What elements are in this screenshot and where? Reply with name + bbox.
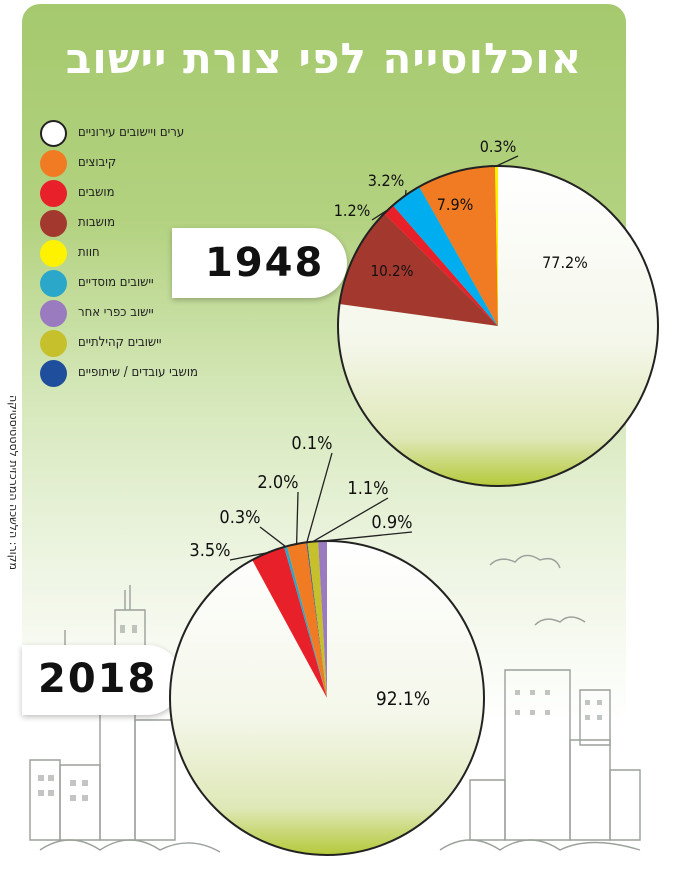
legend-label: חוות — [78, 245, 100, 260]
pie-data-label: 1.1% — [347, 478, 388, 499]
leader-line — [496, 155, 519, 167]
source-note: מקור: הלשכה המרכזית לסטטיסטיקה — [6, 395, 20, 725]
leader-line — [322, 531, 413, 542]
pie-slice — [284, 546, 327, 698]
legend-swatch — [40, 300, 67, 327]
pie-slice — [384, 205, 498, 326]
legend-label: יישובים קהילתיים — [78, 335, 162, 350]
legend-swatch — [40, 330, 67, 357]
pie-data-label: 77.2% — [542, 253, 588, 272]
year-label-1948: 1948 — [205, 240, 325, 286]
source-text: מקור: הלשכה המרכזית לסטטיסטיקה — [7, 395, 20, 570]
legend-swatch — [40, 270, 67, 297]
pie-slice — [494, 166, 498, 326]
pie-slice — [307, 541, 327, 698]
leader-line — [312, 497, 389, 543]
leader-line — [371, 208, 389, 221]
pie-data-label: 1.2% — [334, 201, 371, 220]
legend-item: מושבים — [40, 178, 270, 208]
pie-data-label: 0.1% — [291, 433, 332, 454]
pie-data-label: 7.9% — [437, 195, 474, 214]
pie-slice — [318, 541, 327, 698]
pie-slice — [338, 166, 659, 486]
year-badge-1948 — [172, 228, 347, 298]
year-badge-2018 — [22, 645, 182, 715]
pie-slice — [306, 542, 327, 698]
chart-title: אוכלוסייה לפי צורת יישוב — [65, 34, 583, 83]
leader-line — [259, 526, 286, 548]
pie-data-label: 0.3% — [219, 507, 260, 528]
pie-data-label: 0.3% — [480, 137, 517, 156]
legend-label: מושבים — [78, 185, 115, 200]
legend-item: ערים ויישובים עירוניים — [40, 118, 270, 148]
legend-label: יישוב כפרי אחר — [78, 305, 154, 320]
leader-line — [229, 551, 268, 561]
pie-slice — [419, 166, 498, 326]
pie-slice — [287, 542, 327, 698]
pie-slice — [392, 186, 498, 326]
legend-item: מושבות — [40, 208, 270, 238]
legend: ערים ויישובים עירוניים קיבוצים מושבים מושבו… — [40, 118, 270, 388]
pie-data-label: 10.2% — [371, 262, 414, 280]
legend-item: יישובים מוסדיים — [40, 268, 270, 298]
legend-label: קיבוצים — [78, 155, 117, 170]
year-label-2018: 2018 — [38, 656, 158, 702]
leader-line — [295, 491, 299, 544]
legend-item: קיבוצים — [40, 148, 270, 178]
pie-data-label: 3.2% — [368, 171, 405, 190]
legend-label: מושבות — [78, 215, 116, 230]
legend-item: יישובים קהילתיים — [40, 328, 270, 358]
legend-item: יישוב כפרי אחר — [40, 298, 270, 328]
legend-label: ערים ויישובים עירוניים — [78, 125, 185, 140]
legend-swatch — [40, 150, 67, 177]
pie-slice — [339, 213, 498, 326]
legend-label: מושבי עובדים / שיתופיים — [78, 365, 198, 380]
legend-swatch — [40, 240, 67, 267]
legend-label: יישובים מוסדיים — [78, 275, 154, 290]
legend-item: חוות — [40, 238, 270, 268]
pie-data-label: 3.5% — [189, 540, 230, 561]
pie-data-label: 0.9% — [371, 512, 412, 533]
legend-item: מושבי עובדים / שיתופיים — [40, 358, 270, 388]
legend-swatch — [40, 120, 67, 147]
legend-swatch — [40, 180, 67, 207]
leader-line — [306, 452, 333, 543]
legend-swatch — [40, 360, 67, 387]
pie-slice — [252, 546, 327, 698]
legend-swatch — [40, 210, 67, 237]
pie-data-label: 2.0% — [257, 472, 298, 493]
pie-data-label: 92.1% — [376, 688, 430, 710]
